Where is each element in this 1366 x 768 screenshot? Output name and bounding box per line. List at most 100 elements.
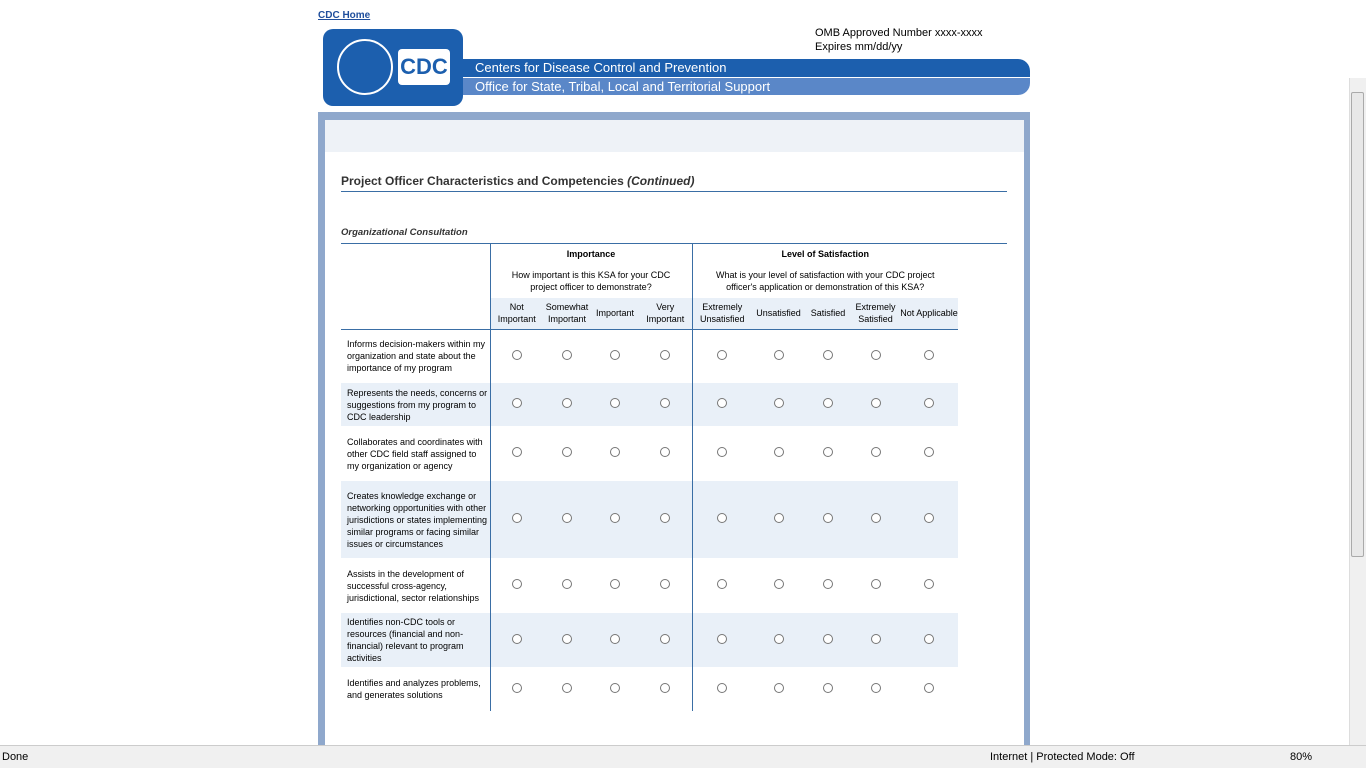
radio-button[interactable] [610,447,620,457]
radio-cell [900,558,958,613]
radio-button[interactable] [717,579,728,589]
radio-button[interactable] [610,398,620,408]
radio-button[interactable] [610,682,620,693]
radio-button[interactable] [870,398,881,408]
radio-button[interactable] [717,682,728,693]
group-question: How important is this KSA for your CDC p… [489,263,692,298]
radio-button[interactable] [823,682,833,693]
radio-button[interactable] [773,513,784,523]
omb-number: OMB Approved Number xxxx-xxxx [815,27,983,39]
item-label: Assists in the development of successful… [347,568,480,603]
radio-button[interactable] [610,349,620,360]
radio-button[interactable] [562,349,572,360]
radio-button[interactable] [562,633,572,644]
radio-button[interactable] [773,579,784,589]
option-label: Important [591,298,639,330]
radio-button[interactable] [870,349,881,360]
radio-button[interactable] [562,579,572,589]
radio-button[interactable] [511,633,522,644]
radio-cell [543,667,591,711]
radio-button[interactable] [823,513,833,523]
radio-cell [752,558,805,613]
radio-cell [900,667,958,711]
radio-button[interactable] [511,513,522,523]
radio-cell [851,558,900,613]
radio-button[interactable] [870,682,881,693]
radio-button[interactable] [870,633,881,644]
radio-button[interactable] [924,447,934,457]
radio-cell [543,481,591,558]
radio-button[interactable] [660,398,671,408]
radio-button[interactable] [717,398,728,408]
zoom-level[interactable]: 80% [1290,751,1313,763]
radio-button[interactable] [660,447,671,457]
radio-button[interactable] [562,398,572,408]
radio-button[interactable] [773,633,784,644]
radio-button[interactable] [823,349,833,360]
question-item: Creates knowledge exchange or networking… [341,481,958,558]
radio-button[interactable] [870,579,881,589]
radio-cell [691,426,752,481]
radio-button[interactable] [660,513,671,523]
radio-button[interactable] [562,447,572,457]
radio-cell [489,329,543,383]
question-item: Assists in the development of successful… [341,558,958,613]
radio-button[interactable] [511,682,522,693]
radio-button[interactable] [717,633,728,644]
radio-button[interactable] [823,633,833,644]
radio-cell [489,426,543,481]
option-label: Extremely Unsatisfied [691,298,752,330]
radio-cell [691,481,752,558]
radio-button[interactable] [924,633,934,644]
radio-button[interactable] [610,579,620,589]
radio-button[interactable] [823,579,833,589]
radio-button[interactable] [823,398,833,408]
radio-button[interactable] [823,447,833,457]
radio-button[interactable] [610,633,620,644]
radio-cell [900,613,958,667]
scroll-thumb[interactable] [1351,92,1364,557]
radio-button[interactable] [511,349,522,360]
question-row: How important is this KSA for your CDC p… [341,263,958,298]
top-band [325,120,1024,152]
radio-cell [805,426,851,481]
radio-button[interactable] [773,682,784,693]
radio-button[interactable] [562,513,572,523]
radio-button[interactable] [562,682,572,693]
radio-button[interactable] [717,513,728,523]
radio-button[interactable] [773,349,784,360]
radio-button[interactable] [773,398,784,408]
radio-cell [851,667,900,711]
radio-cell [900,329,958,383]
radio-button[interactable] [660,579,671,589]
radio-button[interactable] [924,513,934,523]
radio-cell [900,383,958,426]
cdc-wordmark: CDC [398,49,450,85]
radio-button[interactable] [773,447,784,457]
home-link[interactable]: CDC Home [318,10,371,21]
radio-button[interactable] [717,349,728,360]
radio-cell [805,558,851,613]
radio-button[interactable] [511,398,522,408]
radio-cell [691,383,752,426]
radio-button[interactable] [511,579,522,589]
radio-button[interactable] [660,633,671,644]
radio-button[interactable] [924,349,934,360]
radio-button[interactable] [870,447,881,457]
item-label: Identifies and analyzes problems, and ge… [347,678,481,700]
radio-button[interactable] [511,447,522,457]
radio-button[interactable] [610,513,620,523]
radio-button[interactable] [660,682,671,693]
radio-cell [639,481,692,558]
item-label: Creates knowledge exchange or networking… [341,481,490,558]
radio-button[interactable] [924,579,934,589]
radio-button[interactable] [717,447,728,457]
blank [341,298,490,330]
radio-button[interactable] [924,682,934,693]
radio-cell [805,667,851,711]
group-title: Importance [489,244,692,263]
radio-button[interactable] [870,513,881,523]
radio-button[interactable] [660,349,671,360]
radio-button[interactable] [924,398,934,408]
radio-cell [900,481,958,558]
